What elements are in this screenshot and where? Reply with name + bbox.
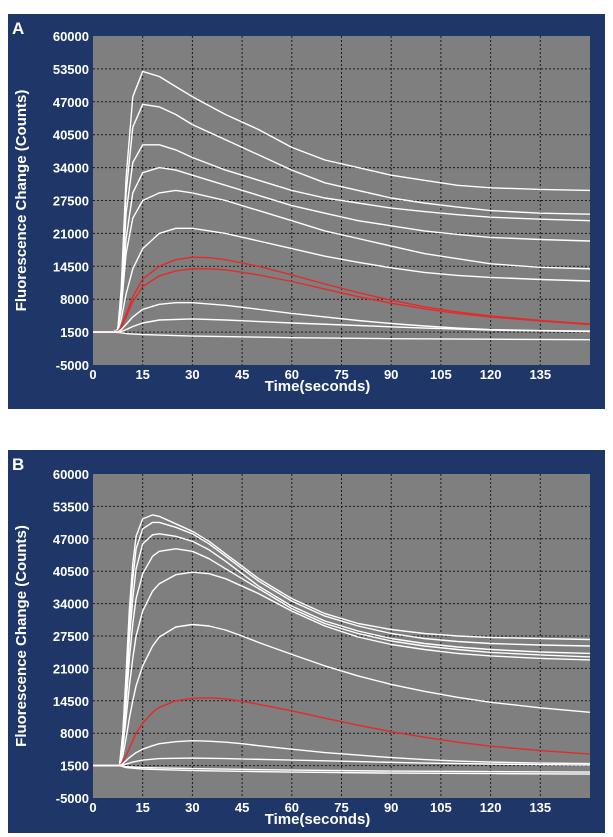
chart-a-xtick-label: 135: [529, 367, 551, 382]
chart-b-ytick-label: 14500: [53, 694, 89, 709]
chart-b-ytick-label: 1500: [60, 759, 89, 774]
chart-a-xtick-label: 45: [235, 367, 249, 382]
chart-a-series-line-3: [93, 166, 591, 333]
chart-b-series-line-6: [93, 697, 591, 767]
chart-a-ytick-label: 47000: [53, 95, 89, 110]
chart-b-series-line-1: [93, 521, 591, 767]
chart-a-series-line-8: [93, 302, 591, 333]
chart-a-series-line-4: [93, 189, 591, 333]
chart-a-xtick-label: 15: [135, 367, 149, 382]
chart-b-xtick-label: 105: [430, 800, 452, 815]
chart-panel-a: A -5000 1500 8000 14500 21000 27500 34000 40500 4…: [8, 14, 605, 409]
chart-b-ytick-label: 27500: [53, 629, 89, 644]
chart-b-svg: B -5000 1500 8000 14500 21000 27500 34000 40500 4…: [12, 455, 591, 828]
chart-a-panel-label: A: [12, 19, 24, 38]
chart-a-x-axis-label: Time(seconds): [265, 378, 371, 395]
chart-b-ytick-label: 34000: [53, 597, 89, 612]
chart-b-y-axis-label: Fluorescence Change (Counts): [13, 525, 30, 747]
chart-a-ytick-label: 53500: [53, 62, 89, 77]
chart-a-ytick-label: 21000: [53, 226, 89, 241]
chart-a-ytick-label: 27500: [53, 194, 89, 209]
chart-b-ytick-label: 53500: [53, 499, 89, 514]
chart-b-xtick-label: 0: [89, 800, 96, 815]
chart-b-x-axis-label: Time(seconds): [265, 811, 371, 828]
chart-b-ytick-label: -5000: [56, 791, 89, 806]
chart-a-ytick-label: 8000: [60, 292, 89, 307]
chart-b-series-line-8: [93, 757, 591, 767]
chart-b-series-line-3: [93, 548, 591, 767]
chart-a-series-line-6: [93, 256, 591, 333]
chart-b-xtick-label: 120: [480, 800, 502, 815]
chart-a-series-line-2: [93, 144, 591, 333]
chart-a-svg: A -5000 1500 8000 14500 21000 27500 34000 40500 4…: [12, 19, 591, 395]
chart-b-ytick-label: 60000: [53, 467, 89, 482]
chart-a-xtick-label: 30: [185, 367, 199, 382]
chart-b-ytick-label: 8000: [60, 726, 89, 741]
chart-b-xtick-label: 135: [529, 800, 551, 815]
chart-b-ytick-label: 40500: [53, 564, 89, 579]
chart-b-series-line-5: [93, 623, 591, 767]
chart-b-ytick-label: 21000: [53, 661, 89, 676]
chart-b-ytick-label: 47000: [53, 532, 89, 547]
chart-a-ytick-label: 40500: [53, 128, 89, 143]
chart-a-xtick-label: 105: [430, 367, 452, 382]
chart-b-series-line-2: [93, 533, 591, 767]
chart-b-series-line-7: [93, 740, 591, 767]
chart-b-xtick-label: 60: [285, 800, 299, 815]
chart-a-series-line-5: [93, 227, 591, 333]
chart-a-xtick-label: 60: [285, 367, 299, 382]
chart-a-ytick-label: 34000: [53, 161, 89, 176]
chart-a-xtick-label: 90: [384, 367, 398, 382]
chart-a-xtick-label: 120: [480, 367, 502, 382]
chart-a-y-axis-label: Fluorescence Change (Counts): [13, 90, 30, 312]
chart-a-ytick-label: 60000: [53, 29, 89, 44]
chart-b-series-line-0: [93, 514, 591, 767]
chart-a-ytick-label: 1500: [60, 325, 89, 340]
chart-b-series-line-10: [93, 764, 591, 775]
chart-a-series-line-10: [93, 331, 591, 341]
chart-b-xtick-label: 75: [334, 800, 348, 815]
chart-a-ytick-label: -5000: [56, 358, 89, 373]
chart-panel-b: B -5000 1500 8000 14500 21000 27500 34000 40500 4…: [8, 450, 605, 833]
chart-a-xtick-label: 75: [334, 367, 348, 382]
chart-a-series-line-7: [93, 268, 591, 333]
chart-b-xtick-label: 45: [235, 800, 249, 815]
chart-b-series-line-4: [93, 571, 591, 767]
chart-a-ytick-label: 14500: [53, 259, 89, 274]
chart-b-panel-label: B: [12, 455, 24, 474]
chart-b-xtick-label: 15: [135, 800, 149, 815]
chart-a-xtick-label: 0: [89, 367, 96, 382]
chart-b-xtick-label: 30: [185, 800, 199, 815]
chart-b-xtick-label: 90: [384, 800, 398, 815]
